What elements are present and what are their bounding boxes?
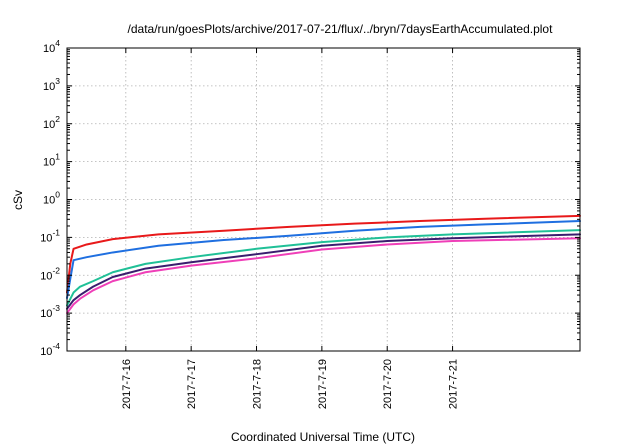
y-tick-label: 10-4 <box>40 341 60 358</box>
x-tick-label: 2017-7-18 <box>252 359 264 409</box>
y-tick-label: 10-1 <box>40 227 60 244</box>
series-line-2 <box>66 220 581 300</box>
x-axis-label: Coordinated Universal Time (UTC) <box>231 430 415 444</box>
x-tick-label: 2017-7-16 <box>121 359 133 409</box>
y-tick-label: 102 <box>43 114 60 131</box>
x-axis-ticks: 2017-7-16 2017-7-17 2017-7-18 2017-7-19 2017… <box>121 48 460 409</box>
y-tick-label: 101 <box>43 152 60 169</box>
y-tick-label: 10-2 <box>40 265 60 282</box>
y-tick-label: 10-3 <box>40 303 60 320</box>
y-axis-ticks: 10-4 10-3 10-2 10-1 100 101 102 103 104 <box>40 38 580 358</box>
chart-title: /data/run/goesPlots/archive/2017-07-21/f… <box>128 22 554 36</box>
series-line-3 <box>66 229 581 307</box>
y-axis-label: cSv <box>11 190 25 210</box>
series-line-5 <box>66 237 581 315</box>
series-line-4 <box>66 233 581 310</box>
series-layer <box>66 214 581 315</box>
grid-layer <box>67 48 580 351</box>
series-line-1 <box>66 214 581 294</box>
x-tick-label: 2017-7-17 <box>186 359 198 409</box>
y-tick-label: 100 <box>43 190 60 207</box>
y-tick-label: 103 <box>43 76 60 93</box>
x-tick-label: 2017-7-21 <box>448 359 460 409</box>
x-tick-label: 2017-7-20 <box>382 359 394 409</box>
y-tick-label: 104 <box>43 38 60 55</box>
x-tick-label: 2017-7-19 <box>317 359 329 409</box>
